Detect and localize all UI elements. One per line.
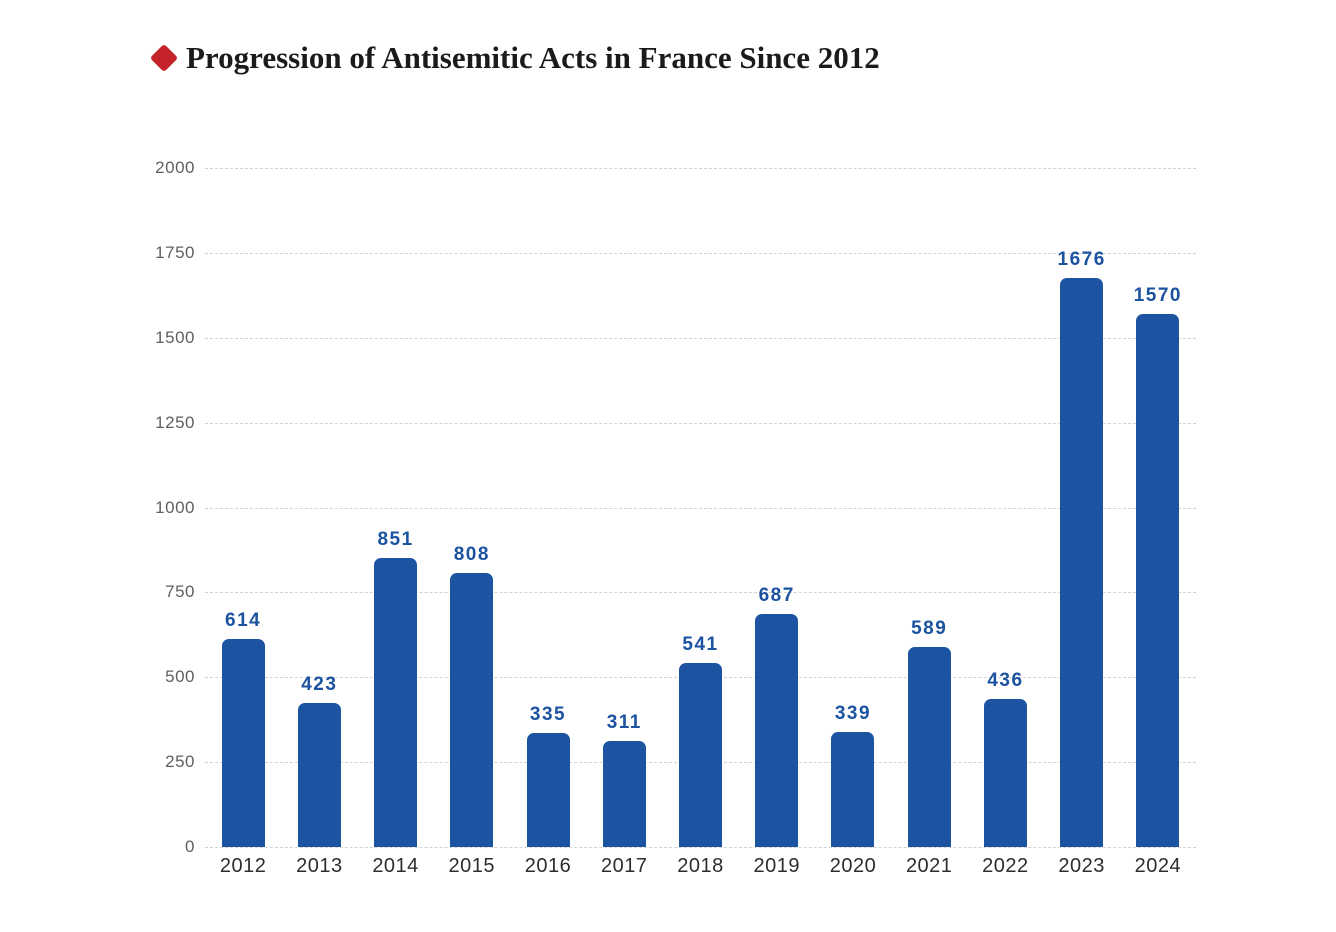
bar (907, 647, 951, 847)
x-tick-label: 2022 (982, 855, 1029, 877)
bar-value-label: 436 (987, 669, 1024, 691)
gridline (205, 422, 1196, 424)
y-tick-label: 1500 (155, 327, 195, 347)
bar (831, 731, 875, 847)
bar-value-label: 311 (606, 712, 642, 734)
x-tick-label: 2016 (524, 855, 572, 877)
bar (526, 733, 570, 847)
bar (374, 558, 418, 847)
bar (450, 572, 494, 847)
x-tick-label: 2012 (219, 855, 267, 877)
y-tick-label: 2000 (155, 158, 195, 177)
y-tick-label: 750 (165, 582, 195, 602)
x-tick-label: 2013 (296, 855, 343, 877)
bar-value-label: 1676 (1057, 248, 1106, 270)
y-tick-label: 1750 (155, 242, 195, 262)
x-tick-label: 2018 (677, 855, 724, 877)
bar (602, 741, 646, 847)
bar-value-label: 335 (529, 704, 567, 726)
gridline (205, 507, 1196, 509)
chart-title: Progression of Antisemitic Acts in Franc… (186, 40, 880, 75)
gridline (205, 168, 1196, 169)
gridline (205, 847, 1196, 848)
bar (679, 663, 722, 847)
gridline (205, 252, 1196, 254)
y-tick-label: 500 (165, 667, 195, 687)
x-tick-label: 2019 (753, 855, 800, 877)
bar-value-label: 808 (453, 543, 490, 565)
x-tick-label: 2024 (1134, 855, 1182, 877)
y-tick-label: 1000 (155, 497, 195, 517)
y-tick-label: 0 (185, 837, 195, 856)
y-tick-label: 1250 (155, 412, 195, 432)
chart-title-row: Progression of Antisemitic Acts in Franc… (149, 40, 880, 76)
x-tick-label: 2021 (905, 855, 953, 877)
bar-value-label: 541 (682, 634, 719, 656)
bar (983, 698, 1027, 847)
bar-value-label: 589 (911, 618, 948, 640)
x-tick-label: 2017 (601, 855, 648, 877)
bar-value-label: 1570 (1133, 284, 1183, 306)
x-tick-label: 2015 (448, 855, 496, 877)
x-tick-label: 2014 (372, 855, 419, 877)
bar (1060, 277, 1104, 847)
gridline (205, 337, 1196, 339)
bar-value-label: 423 (301, 674, 338, 696)
x-tick-label: 2023 (1058, 855, 1105, 877)
bar (297, 703, 341, 847)
bar-value-label: 339 (834, 702, 872, 724)
bar (1136, 313, 1180, 847)
bar (221, 638, 265, 847)
bar-value-label: 687 (758, 584, 795, 606)
gridline (205, 592, 1196, 594)
bar (755, 613, 799, 847)
y-tick-label: 250 (165, 752, 195, 772)
bar-value-label: 851 (377, 529, 414, 551)
x-tick-label: 2020 (829, 855, 877, 877)
bar-value-label: 614 (225, 609, 262, 631)
